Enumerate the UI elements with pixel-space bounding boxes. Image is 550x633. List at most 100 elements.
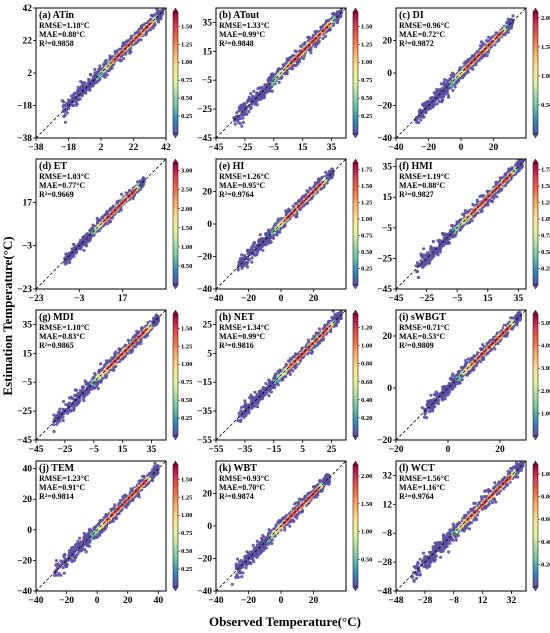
panel-title: (a) ATin (39, 10, 74, 21)
density-point (289, 62, 293, 65)
scatter-point (240, 253, 244, 257)
y-tick-label: 20 (383, 37, 393, 47)
scatter-point (423, 104, 427, 108)
scatter-point (440, 86, 444, 91)
y-tick-label: −38 (17, 134, 32, 144)
scatter-point (99, 217, 103, 222)
colorbar-tick-label: 0.25 (181, 113, 193, 120)
scatter-point (249, 92, 253, 96)
scatter-point (237, 260, 241, 264)
scatter-point (483, 54, 487, 58)
x-tick-label: −5 (269, 143, 279, 153)
scatter-point (115, 199, 120, 204)
density-point (108, 62, 111, 66)
colorbar-tick-label: 0.50 (541, 102, 550, 109)
scatter-point (68, 260, 72, 265)
scatter-point (70, 250, 74, 254)
scatter-point (509, 26, 513, 30)
colorbar: 0.501.001.502.002.503.00 (172, 158, 192, 290)
scatter-point (442, 80, 446, 84)
scatter-point (62, 103, 66, 107)
colorbar: 0.250.500.751.001.251.50 (352, 7, 373, 139)
scatter-point (87, 77, 91, 81)
scatter-point (478, 44, 483, 48)
colorbar-tick-label: 1.50 (181, 225, 192, 232)
colorbar-tick-label: 0.50 (361, 95, 372, 102)
scatter-point (81, 241, 85, 245)
scatter-point (237, 109, 241, 113)
scatter-point (267, 88, 271, 92)
scatter-point (128, 51, 132, 55)
density-point (449, 84, 453, 88)
scatter-point (297, 60, 301, 64)
scatter-point (236, 268, 240, 272)
scatter-point (255, 94, 260, 98)
scatter-point (330, 175, 334, 179)
scatter-point (451, 88, 455, 92)
colorbar-gradient (172, 11, 179, 135)
panel-0: (a) ATinRMSE=1.18°CMAE=0.88°CR²=0.9858−3… (17, 4, 193, 153)
panel-stat: MAE=0.99°C (219, 30, 265, 39)
colorbar-tick-label: 2.50 (181, 187, 192, 194)
x-tick-label: −20 (421, 143, 436, 153)
scatter-point (452, 72, 456, 77)
scatter-point (241, 116, 245, 120)
density-point (272, 82, 275, 86)
scatter-point (78, 97, 82, 101)
scatter-point (245, 100, 249, 104)
panel-stat: RMSE=0.96°C (399, 21, 450, 30)
scatter-point (120, 192, 124, 196)
density-point (106, 60, 110, 63)
scatter-point (250, 260, 254, 264)
scatter-point (443, 90, 447, 94)
scatter-point (106, 222, 110, 226)
scatter-point (91, 75, 95, 80)
y-tick-label: −45 (197, 134, 212, 144)
scatter-point (484, 39, 489, 43)
panel-title: (c) DI (399, 10, 424, 21)
panel-1: (b) AToutRMSE=1.33°CMAE=0.99°CR²=0.9848−… (197, 7, 373, 153)
x-tick-label: −3 (74, 294, 84, 304)
one-to-one-line (216, 8, 346, 138)
panel-stat: MAE=0.88°C (39, 30, 85, 39)
scatter-point (429, 106, 433, 110)
scatter-area (216, 159, 346, 289)
one-to-one-line (36, 8, 166, 138)
panel-stat: R²=0.9872 (399, 39, 434, 48)
scatter-point (437, 94, 441, 98)
scatter-point (62, 109, 66, 114)
x-tick-label: −23 (29, 294, 44, 304)
scatter-point (83, 84, 87, 88)
scatter-point (432, 103, 436, 107)
scatter-point (157, 20, 161, 24)
plot-frame (215, 7, 347, 139)
scatter-point (235, 111, 239, 115)
colorbar-tick-label: 0.50 (181, 95, 192, 102)
scatter-point (93, 81, 97, 85)
scatter-point (251, 94, 255, 98)
x-tick-label: 22 (129, 143, 139, 153)
scatter-point (77, 245, 81, 249)
scatter-point (67, 258, 71, 262)
colorbar-tick-label: 1.00 (181, 244, 192, 251)
y-tick-label: −40 (377, 134, 392, 144)
scatter-point (247, 109, 251, 114)
scatter-point (98, 64, 102, 68)
scatter-point (63, 113, 67, 117)
colorbar-tick-label: 3.00 (181, 168, 192, 175)
scatter-point (419, 118, 423, 122)
panel-stat: R²=0.9858 (39, 39, 74, 48)
y-tick-label: −20 (377, 102, 392, 112)
scatter-point (239, 103, 243, 107)
x-tick-label: −18 (61, 143, 76, 153)
colorbar-extend-bottom (172, 133, 179, 139)
scatter-point (150, 13, 154, 18)
scatter-point (63, 120, 68, 124)
colorbar-tick-label: 1.25 (361, 41, 373, 48)
colorbar-extend-bottom (172, 284, 179, 290)
panel-stat: RMSE=1.03°C (39, 172, 90, 181)
density-point (99, 71, 102, 74)
scatter-point (241, 120, 246, 124)
scatter-point (466, 59, 470, 63)
scatter-point (77, 87, 81, 92)
